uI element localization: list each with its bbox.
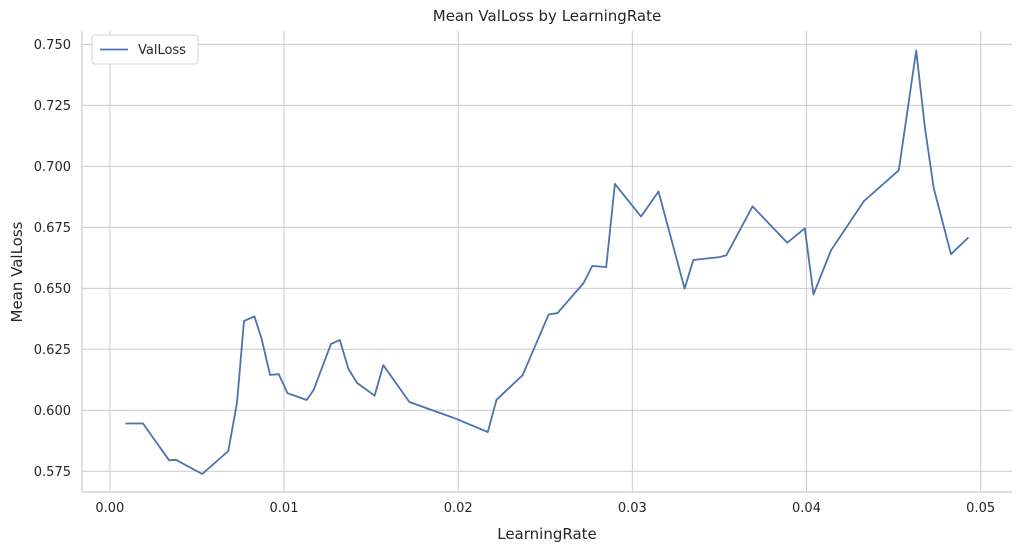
x-tick-label: 0.02 xyxy=(444,501,473,516)
chart-title: Mean ValLoss by LearningRate xyxy=(433,7,661,25)
legend: ValLoss xyxy=(91,34,199,65)
x-tick-label: 0.03 xyxy=(618,501,647,516)
x-tick-label: 0.05 xyxy=(966,501,995,516)
y-tick-label: 0.725 xyxy=(34,99,71,114)
y-axis-label: Mean ValLoss xyxy=(8,221,26,322)
legend-box xyxy=(91,34,199,65)
x-axis-label: LearningRate xyxy=(497,525,597,543)
y-tick-label: 0.575 xyxy=(34,465,71,480)
x-tick-label: 0.04 xyxy=(792,501,821,516)
y-tick-label: 0.600 xyxy=(34,404,71,419)
y-tick-label: 0.675 xyxy=(34,221,71,236)
y-tick-label: 0.650 xyxy=(34,282,71,297)
axis-spines xyxy=(81,31,1012,493)
y-tick-label: 0.750 xyxy=(34,38,71,53)
x-tick-labels: 0.00 0.01 0.02 0.03 0.04 0.05 xyxy=(95,501,995,516)
y-tick-label: 0.700 xyxy=(34,160,71,175)
y-tick-labels: 0.575 0.600 0.625 0.650 0.675 0.700 0.725 0.750 xyxy=(34,38,71,480)
x-tick-label: 0.00 xyxy=(95,501,124,516)
series-layer xyxy=(125,49,970,475)
x-tick-label: 0.01 xyxy=(270,501,299,516)
legend-label-valloss: ValLoss xyxy=(138,43,186,58)
grid-lines xyxy=(82,31,1012,492)
series-line-valloss xyxy=(125,49,970,475)
y-tick-label: 0.625 xyxy=(34,343,71,358)
